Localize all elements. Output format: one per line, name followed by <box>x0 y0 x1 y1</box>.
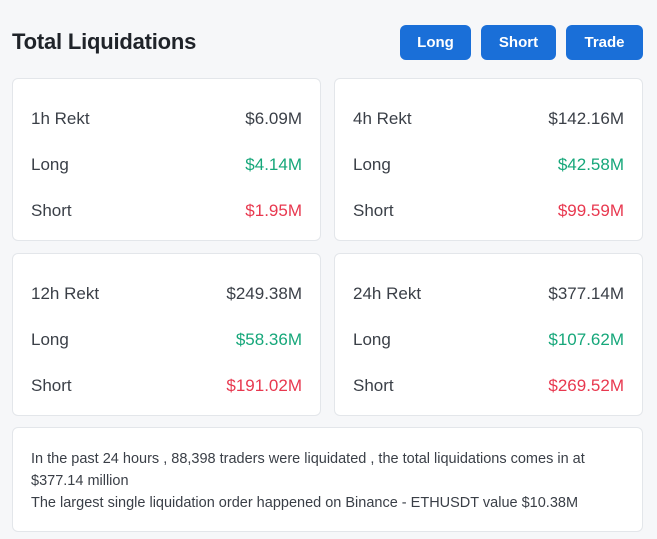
long-label: Long <box>353 330 391 349</box>
short-row: Short $99.59M <box>353 188 624 234</box>
short-label: Short <box>31 201 72 220</box>
stats-card-12h: 12h Rekt $249.38M Long $58.36M Short $19… <box>12 253 321 416</box>
summary-text: In the past 24 hours , 88,398 traders we… <box>31 451 585 489</box>
rekt-row: 12h Rekt $249.38M <box>31 271 302 317</box>
rekt-value: $6.09M <box>245 109 302 128</box>
long-label: Long <box>31 330 69 349</box>
long-value: $58.36M <box>235 330 302 349</box>
long-row: Long $4.14M <box>31 142 302 188</box>
rekt-value: $142.16M <box>548 109 624 128</box>
rekt-label: 24h Rekt <box>353 284 422 303</box>
short-row: Short $269.52M <box>353 363 624 409</box>
summary-box: In the past 24 hours , 88,398 traders we… <box>12 427 643 532</box>
short-row: Short $191.02M <box>31 363 302 409</box>
short-label: Short <box>31 376 72 395</box>
stats-grid: 1h Rekt $6.09M Long $4.14M Short $1.95M … <box>12 78 643 416</box>
long-value: $107.62M <box>548 330 624 349</box>
long-label: Long <box>31 155 69 174</box>
trade-button[interactable]: Trade <box>566 24 643 60</box>
header: Total Liquidations Long Short Trade <box>12 24 643 60</box>
short-value: $191.02M <box>226 376 302 395</box>
long-button[interactable]: Long <box>400 24 471 60</box>
stats-card-4h: 4h Rekt $142.16M Long $42.58M Short $99.… <box>334 78 643 241</box>
stats-card-1h: 1h Rekt $6.09M Long $4.14M Short $1.95M <box>12 78 321 241</box>
long-value: $4.14M <box>245 155 302 174</box>
short-button[interactable]: Short <box>481 24 556 60</box>
stats-card-24h: 24h Rekt $377.14M Long $107.62M Short $2… <box>334 253 643 416</box>
rekt-label: 1h Rekt <box>31 109 90 128</box>
long-row: Long $42.58M <box>353 142 624 188</box>
short-row: Short $1.95M <box>31 188 302 234</box>
short-label: Short <box>353 201 394 220</box>
largest-order-text: The largest single liquidation order hap… <box>31 495 579 511</box>
short-value: $269.52M <box>548 376 624 395</box>
long-value: $42.58M <box>557 155 624 174</box>
rekt-row: 1h Rekt $6.09M <box>31 96 302 142</box>
long-row: Long $58.36M <box>31 317 302 363</box>
short-value: $1.95M <box>245 201 302 220</box>
page-title: Total Liquidations <box>12 29 197 54</box>
short-value: $99.59M <box>557 201 624 220</box>
rekt-row: 24h Rekt $377.14M <box>353 271 624 317</box>
long-label: Long <box>353 155 391 174</box>
short-label: Short <box>353 376 394 395</box>
rekt-label: 4h Rekt <box>353 109 412 128</box>
rekt-value: $377.14M <box>548 284 624 303</box>
rekt-row: 4h Rekt $142.16M <box>353 96 624 142</box>
rekt-label: 12h Rekt <box>31 284 100 303</box>
rekt-value: $249.38M <box>226 284 302 303</box>
long-row: Long $107.62M <box>353 317 624 363</box>
button-group: Long Short Trade <box>400 24 643 60</box>
